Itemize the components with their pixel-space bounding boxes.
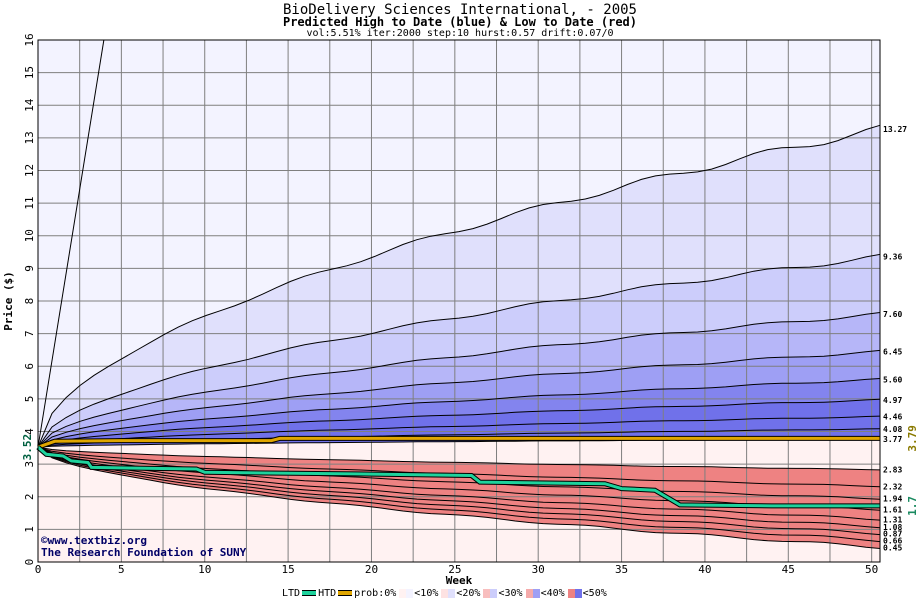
- legend-bin-swatch-5: [567, 588, 582, 598]
- y-tick-label: 8: [23, 298, 36, 305]
- x-tick-label: 5: [118, 563, 125, 576]
- x-tick-label: 40: [698, 563, 711, 576]
- legend-bin-label-3: <30%: [498, 587, 523, 599]
- x-tick-label: 20: [365, 563, 378, 576]
- legend-bin-label-1: <10%: [414, 587, 439, 599]
- low-line-6: [37, 446, 881, 529]
- x-axis-label: Week: [446, 574, 473, 587]
- end-value-label: 0.87: [883, 530, 902, 539]
- y-tick-label: 4: [23, 428, 36, 435]
- low-line-7: [37, 446, 881, 536]
- legend: LTD HTD prob:0% <10% <20% <30% <40% <50%: [282, 587, 607, 599]
- legend-ltd-swatch: [302, 590, 317, 596]
- y-tick-label: 14: [23, 98, 36, 112]
- htd-line: [37, 436, 880, 449]
- y-tick-label: 11: [23, 197, 36, 210]
- end-value-label: 5.60: [883, 375, 902, 384]
- y-tick-label: 10: [23, 229, 36, 242]
- median-band: [38, 439, 880, 470]
- y-tick-label: 15: [23, 66, 36, 79]
- low-line-1: [37, 446, 881, 471]
- end-value-label: 1.94: [883, 495, 902, 504]
- y-tick-label: 16: [23, 33, 36, 46]
- y-axis-label: Price ($): [2, 271, 15, 331]
- end-value-label: 2.83: [883, 466, 902, 475]
- high-line-3: [37, 312, 881, 448]
- end-value-label: 0.66: [883, 536, 902, 545]
- y-tick-label: 5: [23, 396, 36, 403]
- y-tick-label: 0: [23, 559, 36, 566]
- x-tick-label: 50: [865, 563, 878, 576]
- low-line-9: [37, 446, 881, 549]
- x-tick-label: 10: [198, 563, 211, 576]
- end-value-label: 6.45: [883, 348, 902, 357]
- end-value-label: 13.27: [883, 125, 907, 134]
- y-tick-label: 13: [23, 131, 36, 144]
- y-tick-label: 12: [23, 164, 36, 177]
- legend-htd-swatch: [338, 590, 353, 596]
- y-tick-label: 9: [23, 265, 36, 272]
- end-value-label: 4.46: [883, 412, 902, 421]
- legend-bin-swatch-3: [483, 588, 498, 598]
- plot-frame: [37, 39, 881, 563]
- legend-bin-swatch-2: [441, 588, 456, 598]
- end-value-label: 0.45: [883, 543, 902, 552]
- end-value-label: 9.36: [883, 253, 902, 262]
- high-line-4: [37, 349, 881, 448]
- y-tick-label: 3: [23, 461, 36, 468]
- low-line-5: [37, 446, 881, 521]
- end-value-label: 4.97: [883, 396, 902, 405]
- start-price-label: 3.52: [21, 434, 34, 461]
- outer-bound-line: [37, 39, 105, 448]
- chart-subtitle: Predicted High to Date (blue) & Low to D…: [282, 15, 637, 29]
- y-tick-label: 7: [23, 330, 36, 337]
- chart-params: vol:5.51% iter:2000 step:10 hurst:0.57 d…: [306, 28, 614, 39]
- legend-bin-label-4: <40%: [540, 587, 565, 599]
- y-tick-label: 1: [23, 526, 36, 533]
- legend-bin-swatch-4: [525, 588, 540, 598]
- x-tick-label: 45: [782, 563, 795, 576]
- ltd-end-label: 1.7: [906, 496, 919, 516]
- watermark-line1: ©www.textbiz.org: [41, 534, 147, 547]
- legend-prob-label: prob:0%: [354, 587, 397, 599]
- legend-bin-label-5: <50%: [582, 587, 607, 599]
- legend-bin-swatch-1: [399, 588, 414, 598]
- x-tick-label: 15: [281, 563, 294, 576]
- watermark-line2: The Research Foundation of SUNY: [41, 546, 247, 559]
- ltd-line: [37, 446, 880, 508]
- end-value-label: 1.31: [883, 515, 902, 524]
- y-tick-label: 6: [23, 363, 36, 370]
- y-tick-label: 2: [23, 493, 36, 500]
- end-value-label: 2.32: [883, 482, 902, 491]
- high-line-1: [37, 124, 881, 448]
- end-value-label: 1.61: [883, 505, 902, 514]
- end-value-label: 1.08: [883, 523, 902, 532]
- x-tick-label: 35: [615, 563, 628, 576]
- low-line-8: [37, 446, 881, 543]
- x-tick-label: 30: [532, 563, 545, 576]
- high-line-6: [37, 398, 881, 448]
- end-value-label: 7.60: [883, 310, 902, 319]
- end-value-label: 3.77: [883, 435, 902, 444]
- legend-htd-label: HTD: [318, 587, 337, 599]
- chart-title: BioDelivery Sciences International, - 20…: [282, 2, 637, 18]
- high-line-7: [37, 415, 881, 448]
- legend-bin-label-2: <20%: [456, 587, 481, 599]
- x-tick-label: 25: [448, 563, 461, 576]
- end-value-label: 4.08: [883, 425, 902, 434]
- high-line-5: [37, 378, 881, 448]
- htd-end-label: 3.79: [906, 425, 919, 452]
- x-tick-label: 0: [35, 563, 42, 576]
- legend-ltd-label: LTD: [282, 587, 301, 599]
- high-line-2: [37, 253, 881, 448]
